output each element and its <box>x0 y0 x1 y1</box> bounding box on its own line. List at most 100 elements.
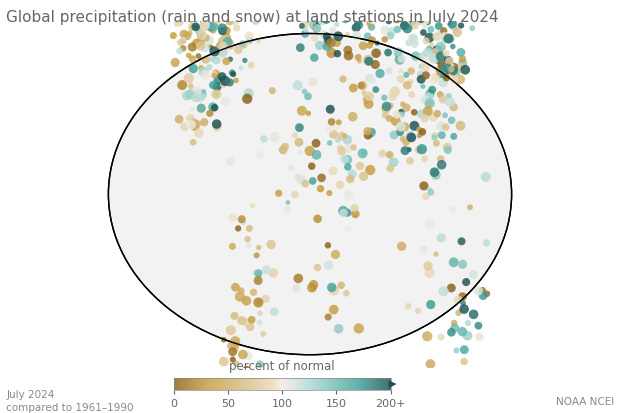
Point <box>283 206 293 213</box>
Point <box>318 18 328 24</box>
Point <box>226 43 236 50</box>
Point <box>311 21 321 28</box>
Point <box>365 75 374 81</box>
Point <box>333 137 343 143</box>
Point <box>213 18 223 24</box>
Point <box>435 0 445 3</box>
Text: NOAA NCEI: NOAA NCEI <box>556 397 614 407</box>
Point <box>245 37 255 44</box>
Point <box>332 13 342 19</box>
Point <box>311 25 321 32</box>
Point <box>332 4 342 10</box>
Point <box>416 76 426 83</box>
Point <box>325 125 335 132</box>
Point <box>210 48 219 55</box>
Point <box>347 3 356 9</box>
Point <box>438 409 448 413</box>
Point <box>195 43 205 49</box>
Point <box>194 13 204 20</box>
Point <box>214 53 224 59</box>
Point <box>426 189 436 196</box>
Point <box>350 211 360 217</box>
Point <box>198 69 208 75</box>
Point <box>395 57 405 63</box>
Point <box>292 6 302 12</box>
Point <box>429 134 439 141</box>
Point <box>439 288 449 294</box>
Point <box>396 68 406 74</box>
Point <box>416 111 426 117</box>
Point <box>326 9 335 15</box>
Point <box>213 76 223 83</box>
Point <box>439 28 449 34</box>
Text: percent of normal: percent of normal <box>229 360 335 373</box>
Point <box>358 43 368 49</box>
Point <box>267 87 277 94</box>
Point <box>343 192 353 199</box>
Point <box>409 109 419 116</box>
Point <box>223 41 233 48</box>
Point <box>443 147 453 153</box>
Point <box>321 0 331 6</box>
Point <box>205 0 215 5</box>
Point <box>186 15 196 21</box>
Point <box>243 319 253 326</box>
Point <box>446 36 456 43</box>
Point <box>210 24 219 30</box>
Point <box>366 129 376 136</box>
Point <box>323 37 333 44</box>
Point <box>218 28 228 34</box>
Point <box>293 82 303 89</box>
Point <box>322 33 332 40</box>
Point <box>353 54 363 61</box>
Point <box>432 33 441 40</box>
Point <box>174 116 184 123</box>
Point <box>211 91 221 97</box>
Point <box>221 58 231 64</box>
Point <box>301 26 311 33</box>
Point <box>381 7 391 14</box>
Point <box>361 0 371 5</box>
Point <box>400 147 410 154</box>
Point <box>446 0 456 7</box>
Point <box>199 88 209 95</box>
Point <box>409 35 419 42</box>
Point <box>231 77 241 84</box>
Point <box>446 285 456 291</box>
Point <box>194 11 204 18</box>
Point <box>453 297 463 304</box>
Point <box>228 349 237 355</box>
Point <box>254 299 264 306</box>
Point <box>419 246 429 252</box>
Point <box>231 360 241 367</box>
Point <box>408 35 418 42</box>
Point <box>198 9 208 15</box>
Point <box>421 38 431 44</box>
Point <box>418 29 428 36</box>
Point <box>335 368 345 375</box>
Point <box>461 279 471 285</box>
Point <box>211 90 221 97</box>
Point <box>218 81 228 88</box>
Point <box>306 17 316 24</box>
Point <box>303 93 313 100</box>
Point <box>347 171 357 178</box>
Point <box>456 123 466 129</box>
Point <box>417 63 427 70</box>
Point <box>392 56 402 62</box>
Point <box>380 36 390 43</box>
Point <box>327 50 337 56</box>
Point <box>435 67 445 74</box>
Point <box>342 157 352 163</box>
Point <box>324 190 334 197</box>
Point <box>343 1 353 7</box>
Point <box>242 236 252 242</box>
Point <box>376 0 386 4</box>
Point <box>230 338 240 344</box>
Point <box>302 9 312 16</box>
Point <box>195 0 205 5</box>
Point <box>443 7 453 13</box>
Point <box>429 76 439 82</box>
Point <box>467 25 477 31</box>
Point <box>201 56 211 63</box>
